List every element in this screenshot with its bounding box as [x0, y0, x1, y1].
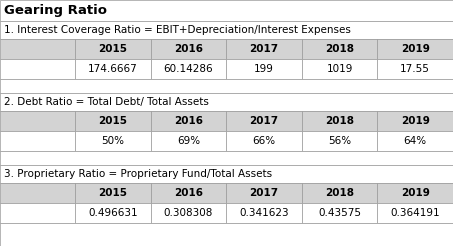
Bar [302, 203, 377, 223]
Text: 0.364191: 0.364191 [390, 208, 440, 218]
Text: 2019: 2019 [401, 116, 429, 126]
Bar [0, 0, 453, 21]
Text: 69%: 69% [177, 136, 200, 146]
Text: 2018: 2018 [325, 44, 354, 54]
Bar [75, 183, 150, 203]
Text: 2016: 2016 [174, 116, 203, 126]
Bar [75, 111, 150, 131]
Text: 2016: 2016 [174, 188, 203, 198]
Bar [150, 203, 226, 223]
Text: 50%: 50% [101, 136, 124, 146]
Bar [302, 39, 377, 59]
Text: 1. Interest Coverage Ratio = EBIT+Depreciation/Interest Expenses: 1. Interest Coverage Ratio = EBIT+Deprec… [4, 25, 351, 35]
Text: 2015: 2015 [98, 116, 127, 126]
Bar [377, 203, 453, 223]
Bar [0, 59, 75, 79]
Bar [0, 151, 453, 165]
Text: Gearing Ratio: Gearing Ratio [4, 4, 107, 17]
Bar [226, 39, 302, 59]
Text: 0.341623: 0.341623 [239, 208, 289, 218]
Bar [226, 131, 302, 151]
Text: 0.308308: 0.308308 [164, 208, 213, 218]
Bar [0, 111, 75, 131]
Text: 199: 199 [254, 64, 274, 74]
Text: 0.43575: 0.43575 [318, 208, 361, 218]
Bar [226, 111, 302, 131]
Bar [302, 111, 377, 131]
Bar [0, 79, 453, 93]
Text: 174.6667: 174.6667 [88, 64, 138, 74]
Text: 2019: 2019 [401, 188, 429, 198]
Text: 2017: 2017 [250, 188, 279, 198]
Text: 17.55: 17.55 [400, 64, 430, 74]
Bar [377, 39, 453, 59]
Bar [0, 131, 75, 151]
Text: 1019: 1019 [327, 64, 353, 74]
Text: 0.496631: 0.496631 [88, 208, 138, 218]
Bar [377, 183, 453, 203]
Bar [75, 59, 150, 79]
Bar [0, 165, 453, 183]
Bar [302, 59, 377, 79]
Text: 56%: 56% [328, 136, 351, 146]
Bar [0, 223, 453, 246]
Bar [75, 131, 150, 151]
Bar [377, 59, 453, 79]
Bar [150, 111, 226, 131]
Bar [0, 203, 75, 223]
Bar [226, 183, 302, 203]
Text: 3. Proprietary Ratio = Proprietary Fund/Total Assets: 3. Proprietary Ratio = Proprietary Fund/… [4, 169, 272, 179]
Bar [150, 39, 226, 59]
Bar [150, 183, 226, 203]
Text: 2017: 2017 [250, 44, 279, 54]
Text: 2019: 2019 [401, 44, 429, 54]
Bar [75, 203, 150, 223]
Text: 2015: 2015 [98, 188, 127, 198]
Text: 2015: 2015 [98, 44, 127, 54]
Bar [377, 131, 453, 151]
Bar [150, 131, 226, 151]
Text: 2018: 2018 [325, 116, 354, 126]
Text: 2016: 2016 [174, 44, 203, 54]
Bar [302, 131, 377, 151]
Text: 2018: 2018 [325, 188, 354, 198]
Text: 60.14286: 60.14286 [164, 64, 213, 74]
Bar [150, 59, 226, 79]
Bar [377, 111, 453, 131]
Text: 66%: 66% [252, 136, 275, 146]
Bar [75, 39, 150, 59]
Text: 2017: 2017 [250, 116, 279, 126]
Bar [226, 59, 302, 79]
Bar [0, 93, 453, 111]
Bar [0, 21, 453, 39]
Text: 64%: 64% [404, 136, 427, 146]
Text: 2. Debt Ratio = Total Debt/ Total Assets: 2. Debt Ratio = Total Debt/ Total Assets [4, 97, 209, 107]
Bar [226, 203, 302, 223]
Bar [302, 183, 377, 203]
Bar [0, 183, 75, 203]
Bar [0, 39, 75, 59]
